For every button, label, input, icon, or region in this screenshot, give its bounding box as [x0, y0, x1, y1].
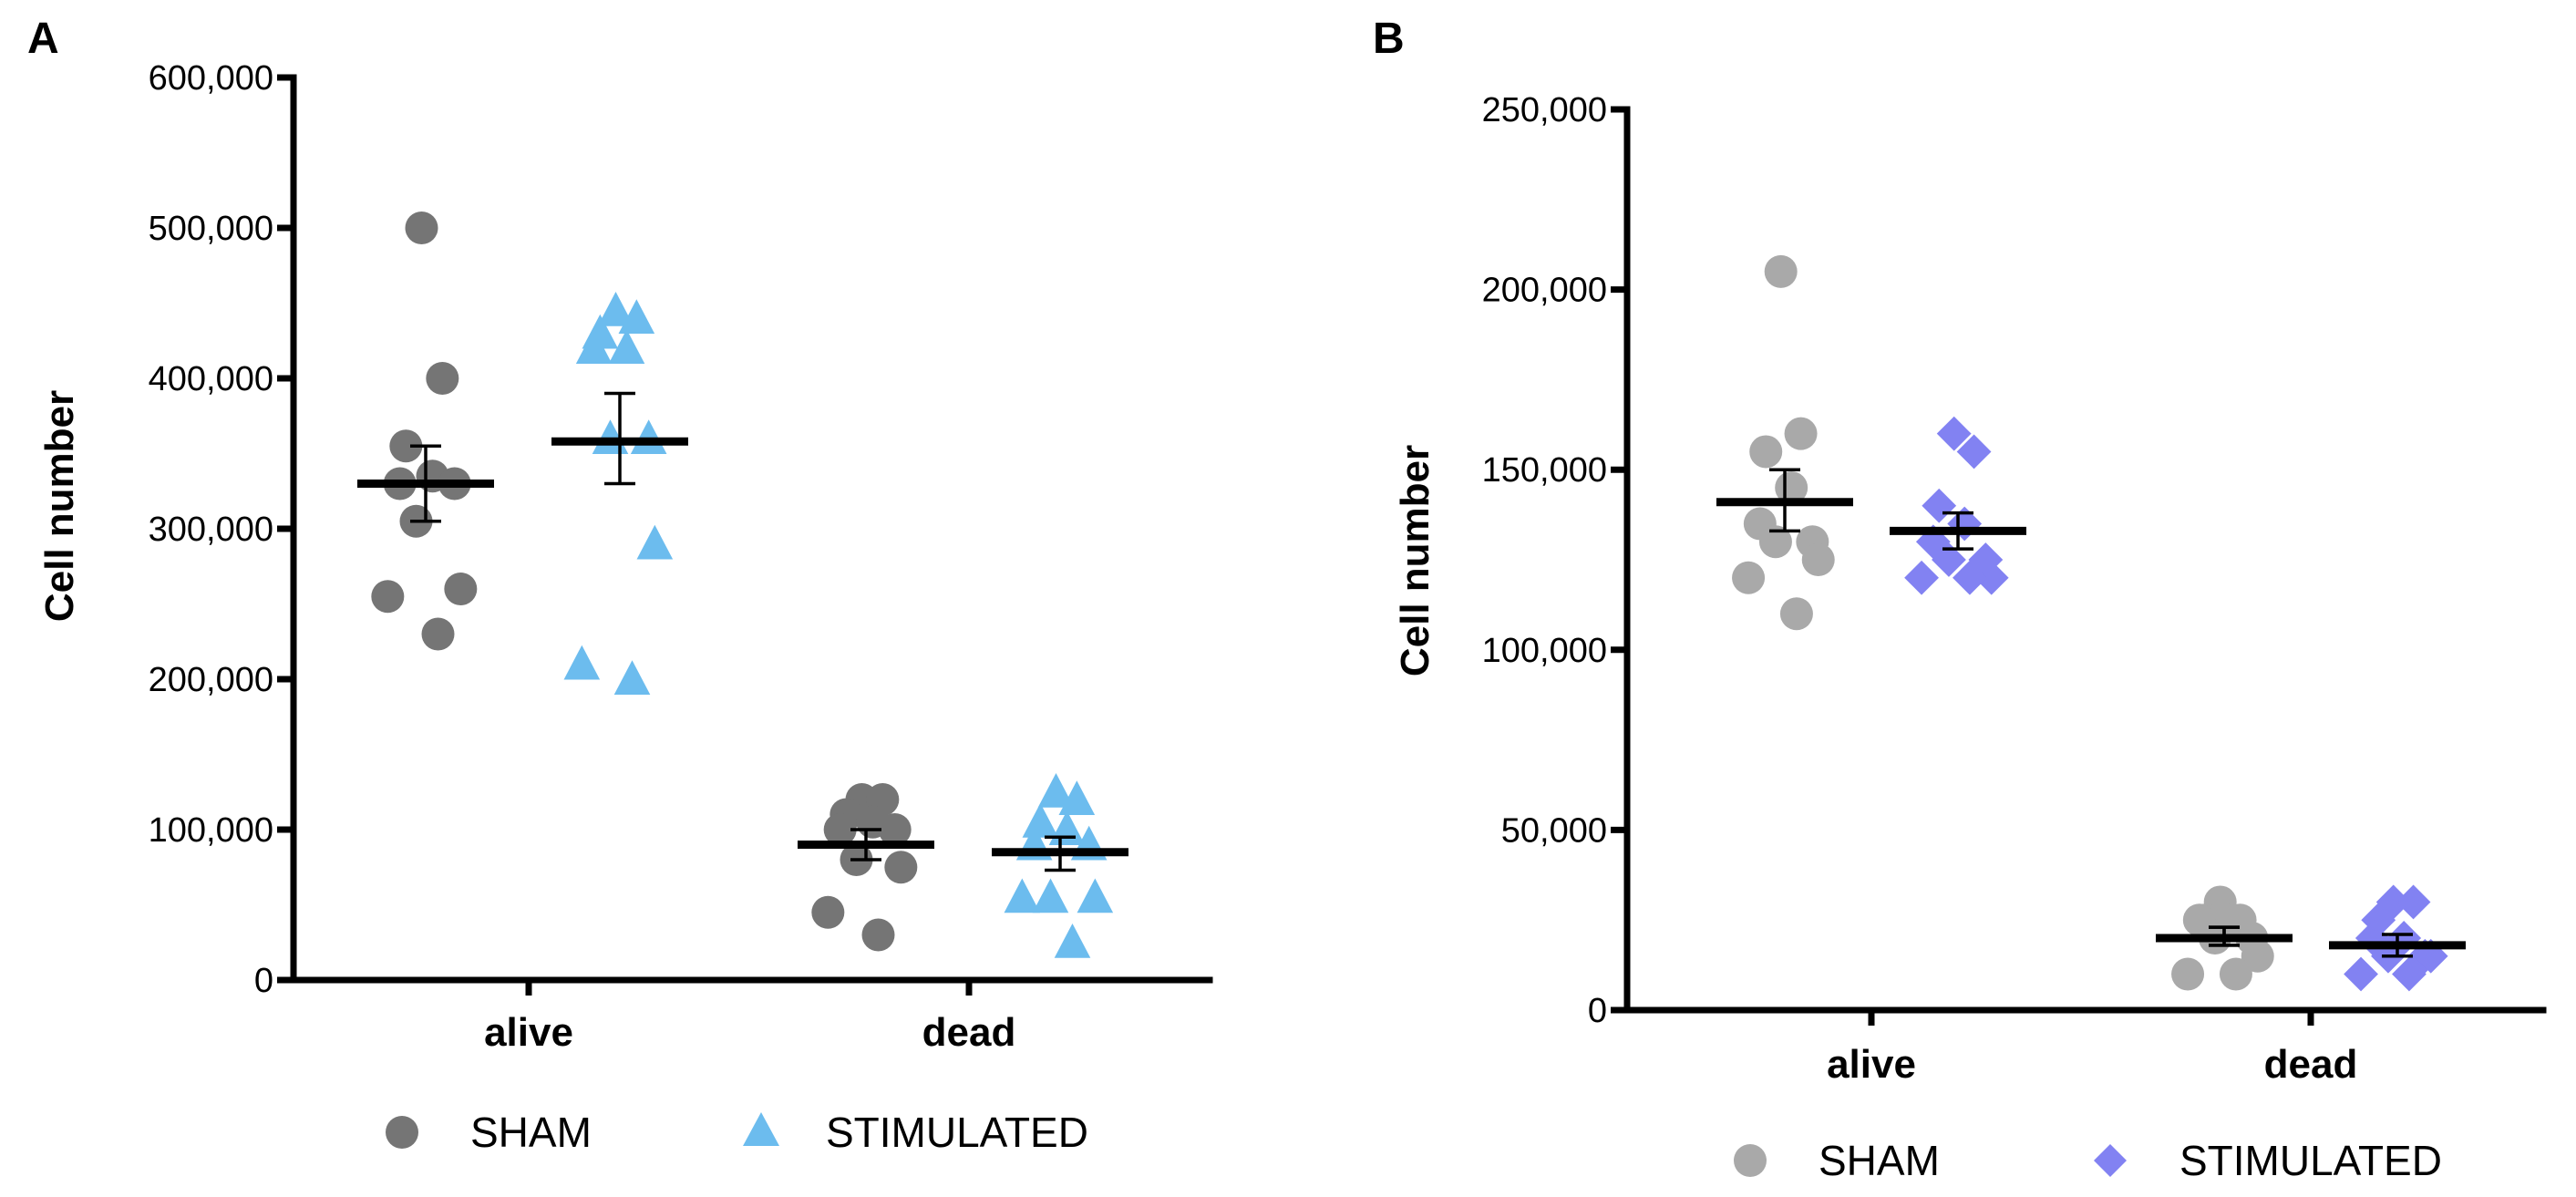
legend-sham-marker	[386, 1116, 418, 1149]
data-point-stimulated	[1922, 488, 1957, 523]
data-point-stimulated	[1932, 542, 1966, 577]
panel-a-y-ticks: 0 100,000 200,000 300,000 400,000 500,000 600,…	[149, 59, 294, 1000]
data-point-stimulated	[636, 524, 674, 560]
data-point-stimulated	[1956, 434, 1992, 470]
data-point-sham	[1732, 561, 1766, 594]
data-point-sham	[389, 429, 423, 463]
data-point-sham	[811, 895, 845, 929]
data-point-stimulated	[575, 329, 613, 365]
data-point-stimulated	[592, 419, 629, 455]
y-tick-label: 50,000	[1501, 811, 1607, 850]
data-point-stimulated	[1004, 878, 1041, 913]
data-point-stimulated	[1973, 560, 2009, 595]
data-point-sham	[1801, 543, 1835, 576]
data-point-stimulated	[1054, 923, 1091, 958]
data-point-stimulated	[2396, 884, 2431, 920]
data-point-stimulated	[2354, 921, 2390, 955]
panel-b-mean-sem	[1716, 468, 2466, 958]
panel-a-legend: SHAM STIMULATED	[386, 1109, 1088, 1156]
data-point-sham	[1749, 435, 1783, 469]
data-point-sham	[1779, 597, 1813, 631]
y-tick-label: 500,000	[149, 210, 273, 248]
data-point-stimulated	[2392, 956, 2427, 992]
panel-b-label: B	[1373, 15, 1405, 63]
data-point-sham	[421, 617, 455, 651]
panel-a: A Cell number 0 100,000 200,000 300,000 400,…	[27, 15, 1213, 1156]
y-tick-label: 0	[254, 962, 273, 1000]
data-point-sham	[371, 580, 405, 614]
data-point-stimulated	[563, 645, 601, 680]
panel-b: B Cell number 0 50,000 100,000 150,000 200,0…	[1373, 15, 2547, 1184]
data-point-stimulated	[1936, 416, 1972, 451]
y-tick-label: 150,000	[1482, 451, 1607, 490]
data-point-stimulated	[1058, 780, 1096, 816]
legend-sham-label: SHAM	[1819, 1137, 1940, 1184]
panel-a-y-axis-label: Cell number	[37, 390, 82, 622]
data-point-sham	[426, 362, 459, 395]
data-point-stimulated	[1904, 560, 1939, 595]
y-tick-label: 600,000	[149, 59, 273, 98]
panel-a-label: A	[27, 15, 59, 63]
data-point-sham	[2241, 939, 2274, 973]
data-point-sham	[2219, 957, 2252, 991]
data-point-sham	[861, 918, 895, 952]
panel-b-points	[1732, 254, 2448, 992]
data-point-sham	[884, 851, 918, 884]
legend-stimulated-marker	[743, 1112, 779, 1146]
data-point-stimulated	[2386, 921, 2422, 955]
panel-a-points	[371, 212, 1114, 958]
data-point-stimulated	[1032, 878, 1069, 913]
legend-sham-label: SHAM	[470, 1109, 592, 1156]
y-tick-label: 200,000	[1482, 272, 1607, 310]
panel-b-legend: SHAM STIMULATED	[1734, 1137, 2442, 1184]
data-point-sham	[405, 212, 438, 244]
data-point-stimulated	[630, 419, 667, 455]
data-point-sham	[444, 573, 478, 605]
data-point-sham	[1758, 525, 1792, 559]
data-point-stimulated	[618, 299, 655, 335]
data-point-stimulated	[1953, 560, 1987, 595]
data-point-stimulated	[1048, 810, 1086, 846]
data-point-sham	[1775, 470, 1808, 504]
y-tick-label: 0	[1588, 992, 1607, 1030]
data-point-stimulated	[597, 291, 634, 326]
legend-stimulated-label: STIMULATED	[826, 1109, 1088, 1156]
y-tick-label: 200,000	[149, 661, 273, 699]
y-tick-label: 400,000	[149, 360, 273, 398]
y-tick-label: 250,000	[1482, 91, 1607, 129]
legend-sham-marker	[1734, 1144, 1767, 1177]
data-point-stimulated	[1022, 802, 1059, 838]
y-tick-label: 100,000	[149, 811, 273, 850]
data-point-stimulated	[608, 329, 645, 365]
data-point-sham	[1764, 254, 1798, 288]
data-point-sham	[878, 813, 912, 846]
legend-stimulated-label: STIMULATED	[2179, 1137, 2442, 1184]
data-point-stimulated	[1037, 772, 1075, 808]
data-point-sham	[2171, 957, 2205, 991]
panel-b-y-axis-label: Cell number	[1393, 445, 1437, 676]
data-point-stimulated	[1077, 878, 1114, 913]
y-tick-label: 300,000	[149, 511, 273, 549]
data-point-stimulated	[613, 660, 651, 696]
panel-b-category-dead: dead	[2264, 1042, 2358, 1087]
data-point-sham	[1784, 417, 1818, 450]
panel-a-category-dead: dead	[922, 1010, 1016, 1055]
panel-b-y-ticks: 0 50,000 100,000 150,000 200,000 250,000	[1482, 91, 1627, 1030]
y-tick-label: 100,000	[1482, 632, 1607, 670]
panel-b-category-alive: alive	[1827, 1042, 1916, 1087]
data-point-stimulated	[2344, 956, 2378, 992]
legend-stimulated-marker	[2094, 1144, 2127, 1177]
data-point-sham	[823, 813, 857, 846]
panel-a-category-alive: alive	[484, 1010, 573, 1055]
panel-a-mean-sem	[357, 391, 1128, 872]
